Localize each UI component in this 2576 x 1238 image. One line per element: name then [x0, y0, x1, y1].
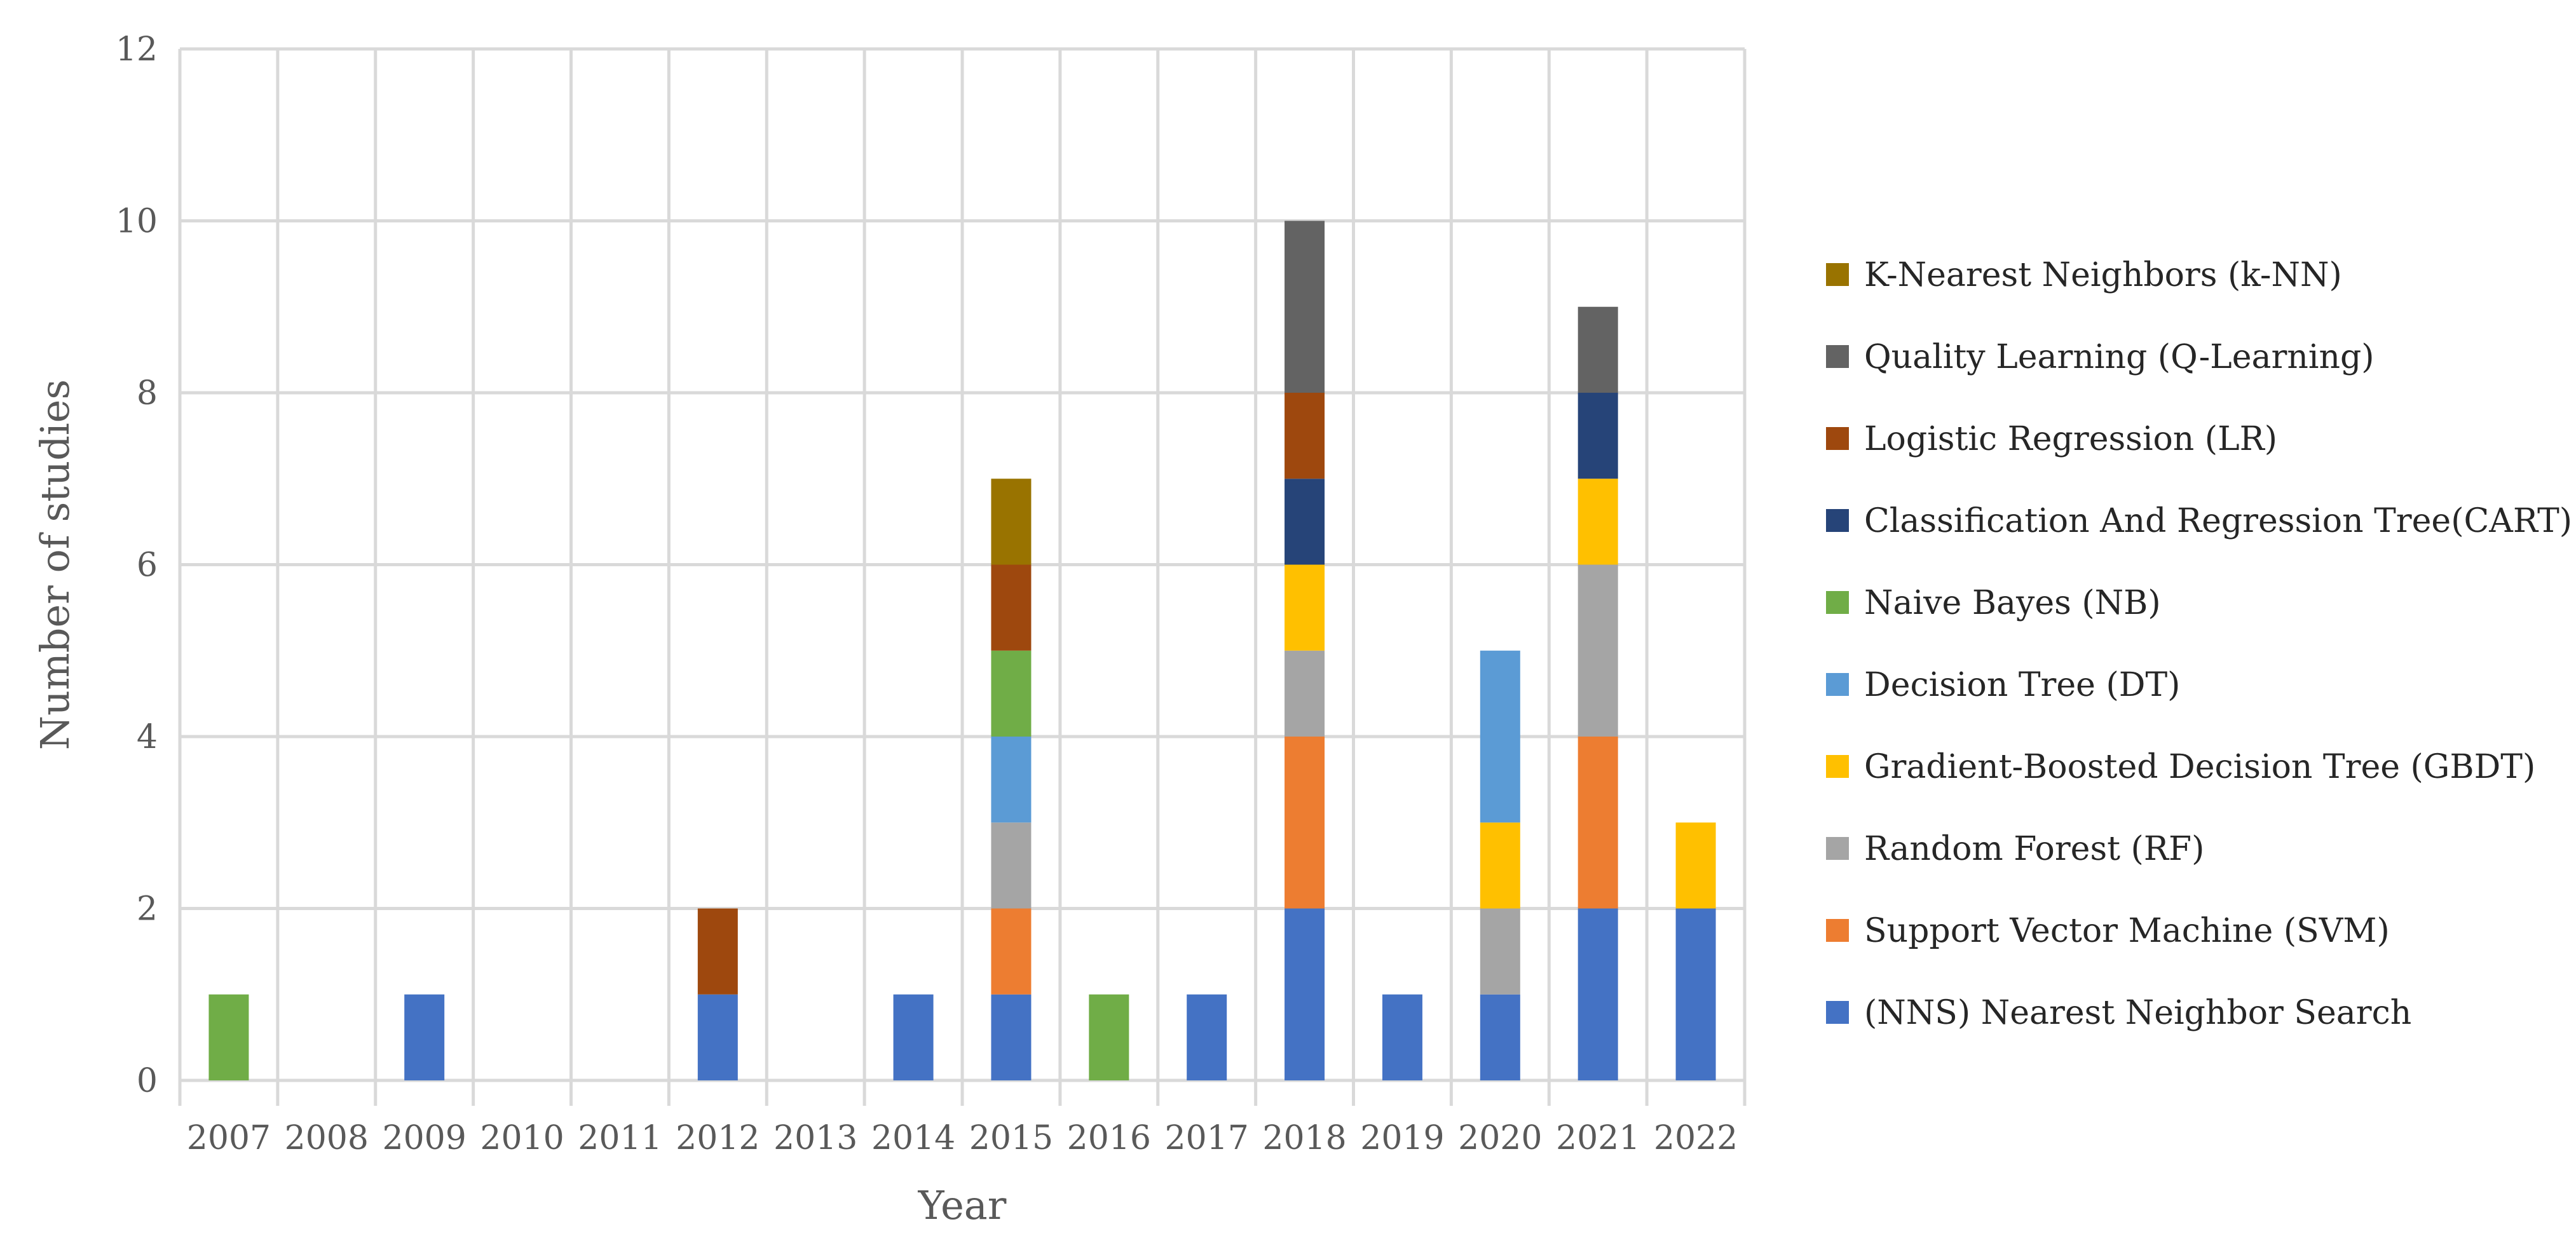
- legend-item: (NNS) Nearest Neighbor Search: [1826, 994, 2411, 1032]
- bar-segment: [991, 564, 1032, 651]
- y-axis-title: Number of studies: [32, 379, 78, 750]
- bar-segment: [1578, 908, 1618, 1080]
- y-tick-label: 10: [116, 203, 158, 241]
- legend-swatch: [1826, 263, 1849, 286]
- bar-segment: [1675, 822, 1716, 909]
- bar-segment: [1578, 564, 1618, 737]
- y-tick-label: 12: [116, 31, 158, 69]
- legend-item: Decision Tree (DT): [1826, 666, 2180, 704]
- y-tick-label: 0: [137, 1062, 158, 1100]
- legend-swatch: [1826, 509, 1849, 532]
- bar-segment: [697, 994, 738, 1080]
- legend-item: K-Nearest Neighbors (k-NN): [1826, 256, 2342, 294]
- legend-label: K-Nearest Neighbors (k-NN): [1864, 256, 2342, 294]
- x-tick-label: 2018: [1262, 1119, 1346, 1157]
- legend-swatch: [1826, 673, 1849, 696]
- bars: [208, 221, 1716, 1080]
- legend-swatch: [1826, 755, 1849, 778]
- y-tick-label: 6: [137, 547, 158, 585]
- x-tick-label: 2009: [383, 1119, 467, 1157]
- legend-item: Classification And Regression Tree(CART): [1826, 502, 2572, 540]
- x-tick-label: 2022: [1654, 1119, 1738, 1157]
- y-tick-label: 8: [137, 374, 158, 412]
- legend-label: Logistic Regression (LR): [1864, 420, 2277, 458]
- bar-segment: [1578, 393, 1618, 479]
- legend-swatch: [1826, 427, 1849, 450]
- legend-label: Naive Bayes (NB): [1864, 584, 2161, 622]
- bar-segment: [1578, 479, 1618, 565]
- legend-item: Random Forest (RF): [1826, 830, 2204, 868]
- legend-swatch: [1826, 919, 1849, 942]
- legend-swatch: [1826, 837, 1849, 860]
- legend-label: Support Vector Machine (SVM): [1864, 912, 2390, 950]
- bar-segment: [1578, 737, 1618, 909]
- bar-segment: [1285, 221, 1325, 393]
- gridlines: [178, 47, 1747, 1106]
- bar-segment: [1187, 994, 1227, 1080]
- bar-segment: [1285, 737, 1325, 909]
- y-tick-label: 2: [137, 890, 158, 928]
- bar-segment: [208, 994, 249, 1080]
- legend-label: (NNS) Nearest Neighbor Search: [1864, 994, 2411, 1032]
- x-tick-label: 2015: [969, 1119, 1053, 1157]
- bar-segment: [1285, 479, 1325, 565]
- x-tick-label: 2013: [773, 1119, 857, 1157]
- bar-segment: [697, 908, 738, 995]
- bar-segment: [991, 650, 1032, 737]
- bar-segment: [1480, 994, 1520, 1080]
- legend-item: Gradient-Boosted Decision Tree (GBDT): [1826, 748, 2535, 786]
- bar-segment: [1382, 994, 1422, 1080]
- legend-swatch: [1826, 345, 1849, 368]
- legend-label: Gradient-Boosted Decision Tree (GBDT): [1864, 748, 2535, 786]
- bar-segment: [991, 994, 1032, 1080]
- legend-swatch: [1826, 1001, 1849, 1024]
- x-tick-label: 2012: [676, 1119, 760, 1157]
- bar-segment: [1285, 393, 1325, 479]
- bar-segment: [1089, 994, 1129, 1080]
- legend-swatch: [1826, 591, 1849, 614]
- bar-segment: [404, 994, 445, 1080]
- x-tick-label: 2011: [578, 1119, 662, 1157]
- bar-segment: [991, 822, 1032, 909]
- axes: 0 2 4 6 8 10 12 2007 2008 2009 2010 2011 2012 2013 201…: [32, 31, 1738, 1228]
- x-tick-label: 2010: [480, 1119, 564, 1157]
- x-tick-label: 2021: [1556, 1119, 1640, 1157]
- x-tick-label: 2017: [1165, 1119, 1249, 1157]
- bar-segment: [1285, 564, 1325, 651]
- legend-item: Quality Learning (Q-Learning): [1826, 338, 2375, 376]
- bar-segment: [1480, 650, 1520, 823]
- bar-segment: [991, 479, 1032, 565]
- x-axis-title: Year: [918, 1182, 1007, 1228]
- bar-segment: [1285, 650, 1325, 737]
- bar-segment: [991, 737, 1032, 823]
- legend-label: Decision Tree (DT): [1864, 666, 2180, 704]
- x-tick-label: 2016: [1067, 1119, 1151, 1157]
- legend-label: Random Forest (RF): [1864, 830, 2204, 868]
- bar-segment: [1480, 822, 1520, 909]
- bar-segment: [1285, 908, 1325, 1080]
- bar-segment: [991, 908, 1032, 995]
- x-tick-label: 2014: [871, 1119, 955, 1157]
- legend: K-Nearest Neighbors (k-NN) Quality Learni…: [1826, 256, 2572, 1032]
- x-tick-label: 2008: [285, 1119, 369, 1157]
- x-tick-label: 2019: [1360, 1119, 1444, 1157]
- legend-item: Naive Bayes (NB): [1826, 584, 2161, 622]
- legend-label: Quality Learning (Q-Learning): [1864, 338, 2375, 376]
- bar-segment: [1578, 306, 1618, 393]
- legend-item: Logistic Regression (LR): [1826, 420, 2277, 458]
- legend-label: Classification And Regression Tree(CART): [1864, 502, 2572, 540]
- x-tick-label: 2020: [1458, 1119, 1542, 1157]
- legend-item: Support Vector Machine (SVM): [1826, 912, 2390, 950]
- bar-segment: [1480, 908, 1520, 995]
- bar-segment: [893, 994, 934, 1080]
- bar-segment: [1675, 908, 1716, 1080]
- x-tick-label: 2007: [187, 1119, 271, 1157]
- y-tick-label: 4: [137, 718, 158, 756]
